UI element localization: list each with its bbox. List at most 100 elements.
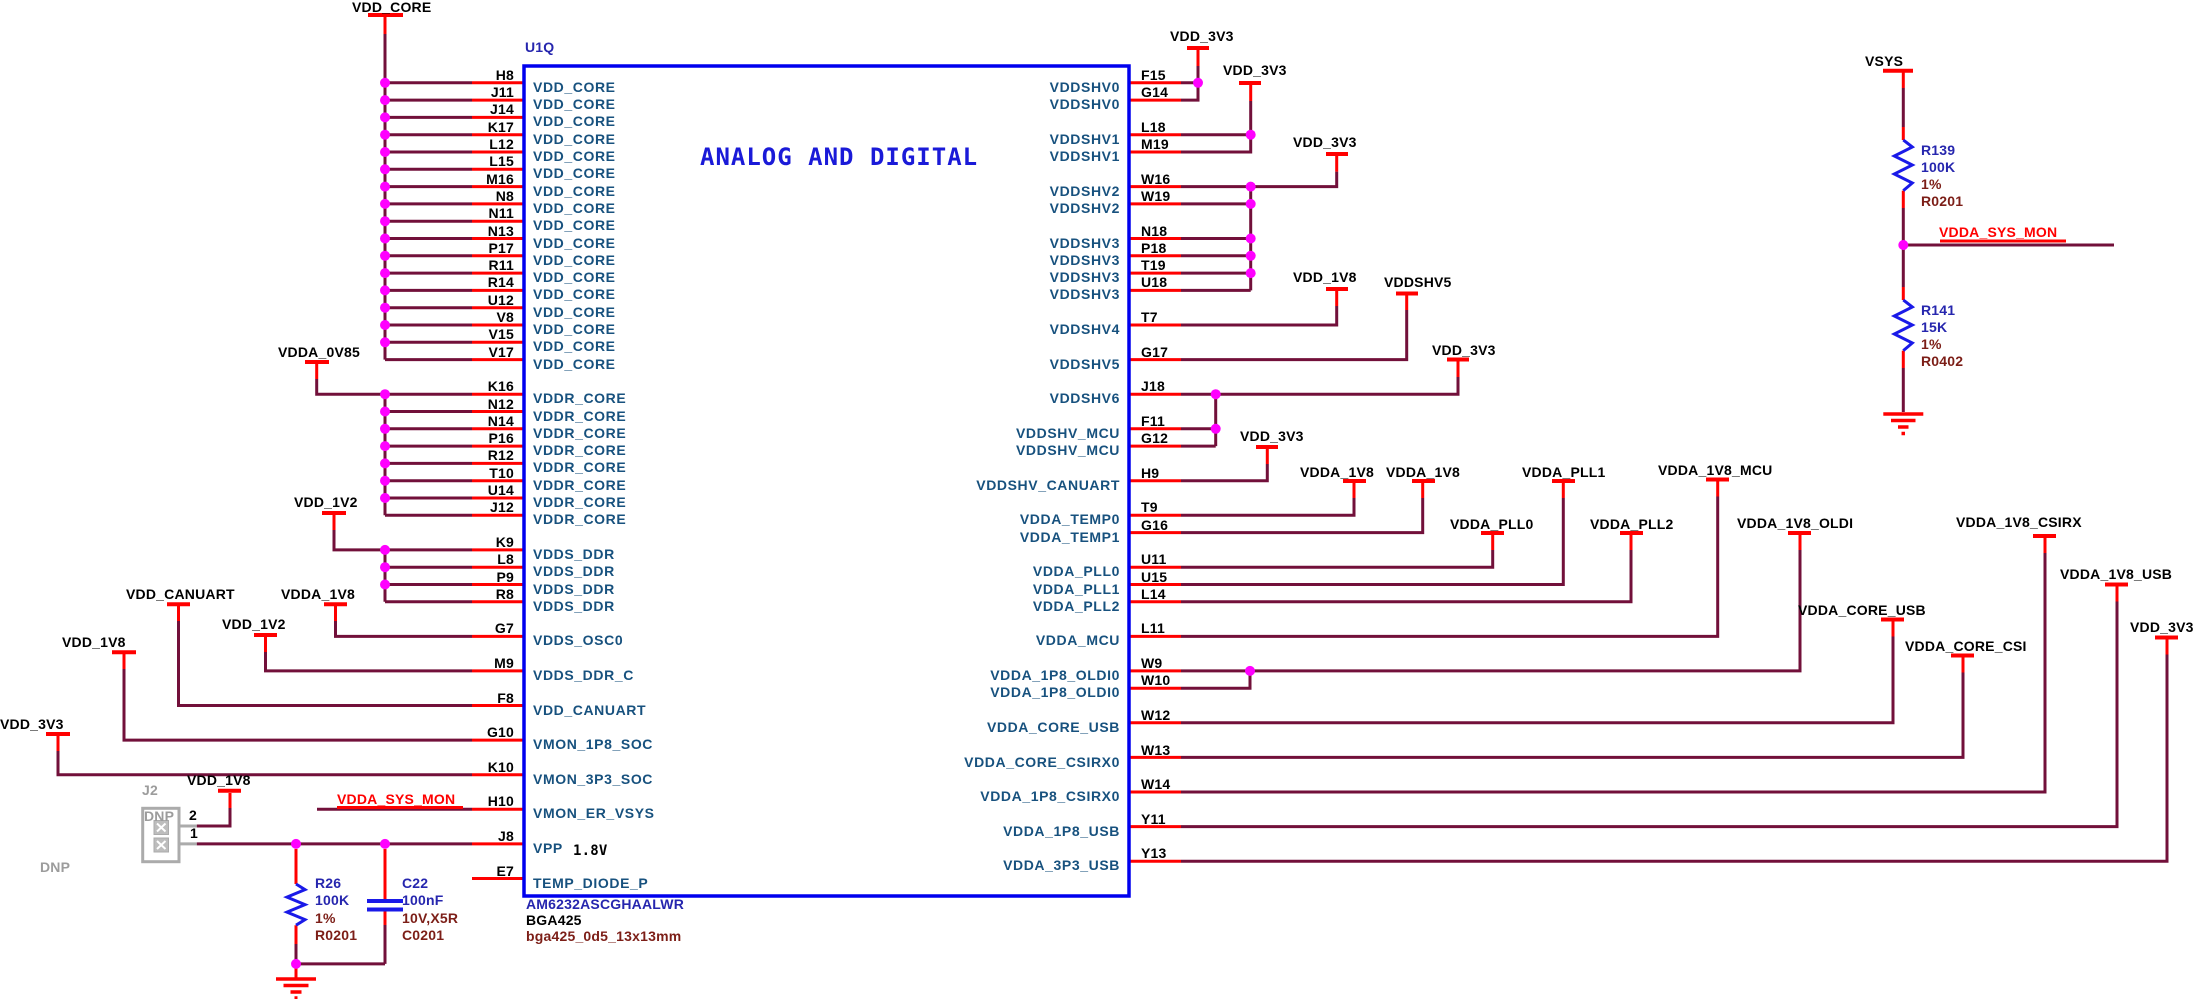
- pin-number: F15: [1141, 66, 1166, 83]
- capacitor-c22-symbol[interactable]: [367, 899, 403, 912]
- ground-symbol-left: [276, 977, 316, 999]
- pin-number: R14: [487, 274, 514, 291]
- pin-name: VDDA_TEMP1: [1019, 528, 1120, 545]
- pin-number: W12: [1141, 706, 1171, 723]
- power-flag-vdda-pll0: VDDA_PLL0: [1450, 516, 1534, 532]
- power-flag-vdda-1v8-mcu: VDDA_1V8_MCU: [1658, 462, 1773, 478]
- pin-number: P17: [488, 239, 514, 256]
- power-flag-vdda-1v8-csirx: VDDA_1V8_CSIRX: [1956, 514, 2082, 530]
- resistor-r139-symbol[interactable]: [1890, 138, 1916, 192]
- resistor-r26-symbol[interactable]: [283, 882, 309, 927]
- pin-name: VDDSHV_MCU: [1015, 442, 1120, 459]
- power-flag-vdd-1v8-j2: VDD_1V8: [187, 772, 251, 788]
- power-flag-vdda-1v8-g16: VDDA_1V8: [1386, 464, 1460, 480]
- pin-name: VDDSHV2: [1049, 182, 1120, 199]
- chip-package: BGA425: [526, 912, 582, 928]
- power-flag-vdda-0v85: VDDA_0V85: [278, 344, 360, 360]
- ground-symbol-right: [1883, 412, 1924, 436]
- pin-name: VDD_CORE: [533, 251, 616, 268]
- pin-number: T7: [1141, 309, 1158, 325]
- pin-number: T10: [489, 464, 514, 481]
- pin-number: Y11: [1141, 810, 1166, 827]
- pin-name: VDDA_3P3_USB: [1003, 857, 1120, 874]
- pin-name: VDDSHV5: [1049, 355, 1120, 372]
- r139-tolerance: 1%: [1921, 176, 1942, 192]
- resistor-r141-symbol[interactable]: [1890, 298, 1916, 352]
- pin-number: G12: [1141, 430, 1169, 447]
- pin-name: VMON_1P8_SOC: [533, 736, 654, 753]
- pin-name: VDDSHV3: [1049, 251, 1120, 268]
- pin-name: VDDSHV1: [1049, 148, 1120, 164]
- power-flag-vdd-1v2-b: VDD_1V2: [222, 616, 286, 632]
- pin-number: L15: [489, 153, 514, 170]
- pin-number: Y13: [1141, 845, 1167, 862]
- pin-number: U15: [1141, 568, 1168, 585]
- j2-body: [141, 806, 181, 864]
- pin-number: W9: [1141, 655, 1163, 671]
- pin-number: T19: [1141, 257, 1166, 274]
- power-flag-vdd-canuart: VDD_CANUART: [126, 586, 235, 602]
- pin-number: W19: [1141, 187, 1171, 204]
- pin-name: VDDA_CORE_CSIRX0: [964, 753, 1120, 770]
- pin-name: VDDA_1P8_OLDI0: [990, 667, 1120, 683]
- chip-part-number: AM6232ASCGHAALWR: [526, 896, 684, 912]
- connector-j2-symbol[interactable]: [141, 806, 197, 864]
- pin-number: U14: [487, 482, 514, 498]
- pin-name: VDDS_OSC0: [533, 632, 624, 649]
- pin-name: VDDA_CORE_USB: [986, 718, 1120, 735]
- pin-number: N11: [488, 205, 514, 222]
- pin-name: VDDR_CORE: [533, 511, 627, 528]
- pin-number: W13: [1141, 741, 1171, 758]
- pin-number: R12: [487, 447, 514, 464]
- pin-name: VDDSHV3: [1049, 269, 1120, 286]
- power-flag-vdda-1v8-left: VDDA_1V8: [281, 586, 355, 602]
- pin-name: VDD_CORE: [533, 130, 616, 147]
- pin-name: VDD_CORE: [533, 217, 616, 234]
- pin-number: J11: [490, 84, 514, 101]
- pin-name: VMON_3P3_SOC: [533, 770, 654, 787]
- pin-name: VDD_CANUART: [533, 701, 647, 718]
- r141-refdes: R141: [1921, 302, 1956, 318]
- pin-number: J8: [498, 828, 514, 844]
- power-flag-vdd-1v8-t7: VDD_1V8: [1293, 269, 1357, 285]
- r139-footprint: R0201: [1921, 193, 1964, 209]
- pin-number: N8: [495, 187, 514, 204]
- c22-refdes: C22: [402, 875, 429, 891]
- pin-name: VDDA_TEMP0: [1019, 511, 1120, 528]
- chip-body[interactable]: [522, 64, 1131, 898]
- chip-refdes: U1Q: [525, 39, 555, 55]
- power-flag-vdda-pll1: VDDA_PLL1: [1522, 464, 1606, 480]
- vpp-voltage: 1.8V: [573, 843, 608, 859]
- pin-name: VDDSHV6: [1049, 390, 1120, 407]
- pin-name: VPP: [533, 840, 563, 856]
- pin-name: VDDA_PLL2: [1032, 597, 1120, 614]
- pin-number: G17: [1141, 343, 1169, 360]
- pin-number: M16: [486, 170, 514, 187]
- pin-name: VDDS_DDR: [533, 545, 615, 562]
- pin-name: VDD_CORE: [533, 269, 616, 286]
- power-flag-vdda-pll2: VDDA_PLL2: [1590, 516, 1674, 532]
- pin-name: VDDSHV_MCU: [1015, 424, 1120, 441]
- r141-footprint: R0402: [1921, 353, 1964, 369]
- pin-number: U12: [487, 291, 514, 308]
- pin-number: W10: [1141, 672, 1171, 689]
- j2-pin-stubs: [179, 824, 197, 846]
- pin-name: VDDSHV_CANUART: [976, 476, 1120, 493]
- chip-footprint: bga425_0d5_13x13mm: [526, 928, 682, 944]
- pin-name: VDDR_CORE: [533, 442, 627, 459]
- wires: [56, 32, 2169, 966]
- power-flag-vdd-3v3-y13: VDD_3V3: [2130, 619, 2194, 635]
- power-flag-vdd-3v3-l18: VDD_3V3: [1223, 62, 1287, 78]
- pin-name: VDDR_CORE: [533, 424, 627, 441]
- c22-value: 100nF: [402, 892, 444, 908]
- j2-dnp-badge: DNP: [144, 808, 175, 824]
- power-flag-vddshv5: VDDSHV5: [1384, 274, 1452, 290]
- pin-number: M9: [494, 655, 514, 671]
- pin-number: P9: [496, 568, 514, 585]
- pin-number: W14: [1141, 776, 1171, 793]
- pin-number: J12: [490, 499, 514, 516]
- pin-number: L18: [1141, 118, 1166, 135]
- power-flag-vdda-1v8-usb: VDDA_1V8_USB: [2060, 566, 2173, 582]
